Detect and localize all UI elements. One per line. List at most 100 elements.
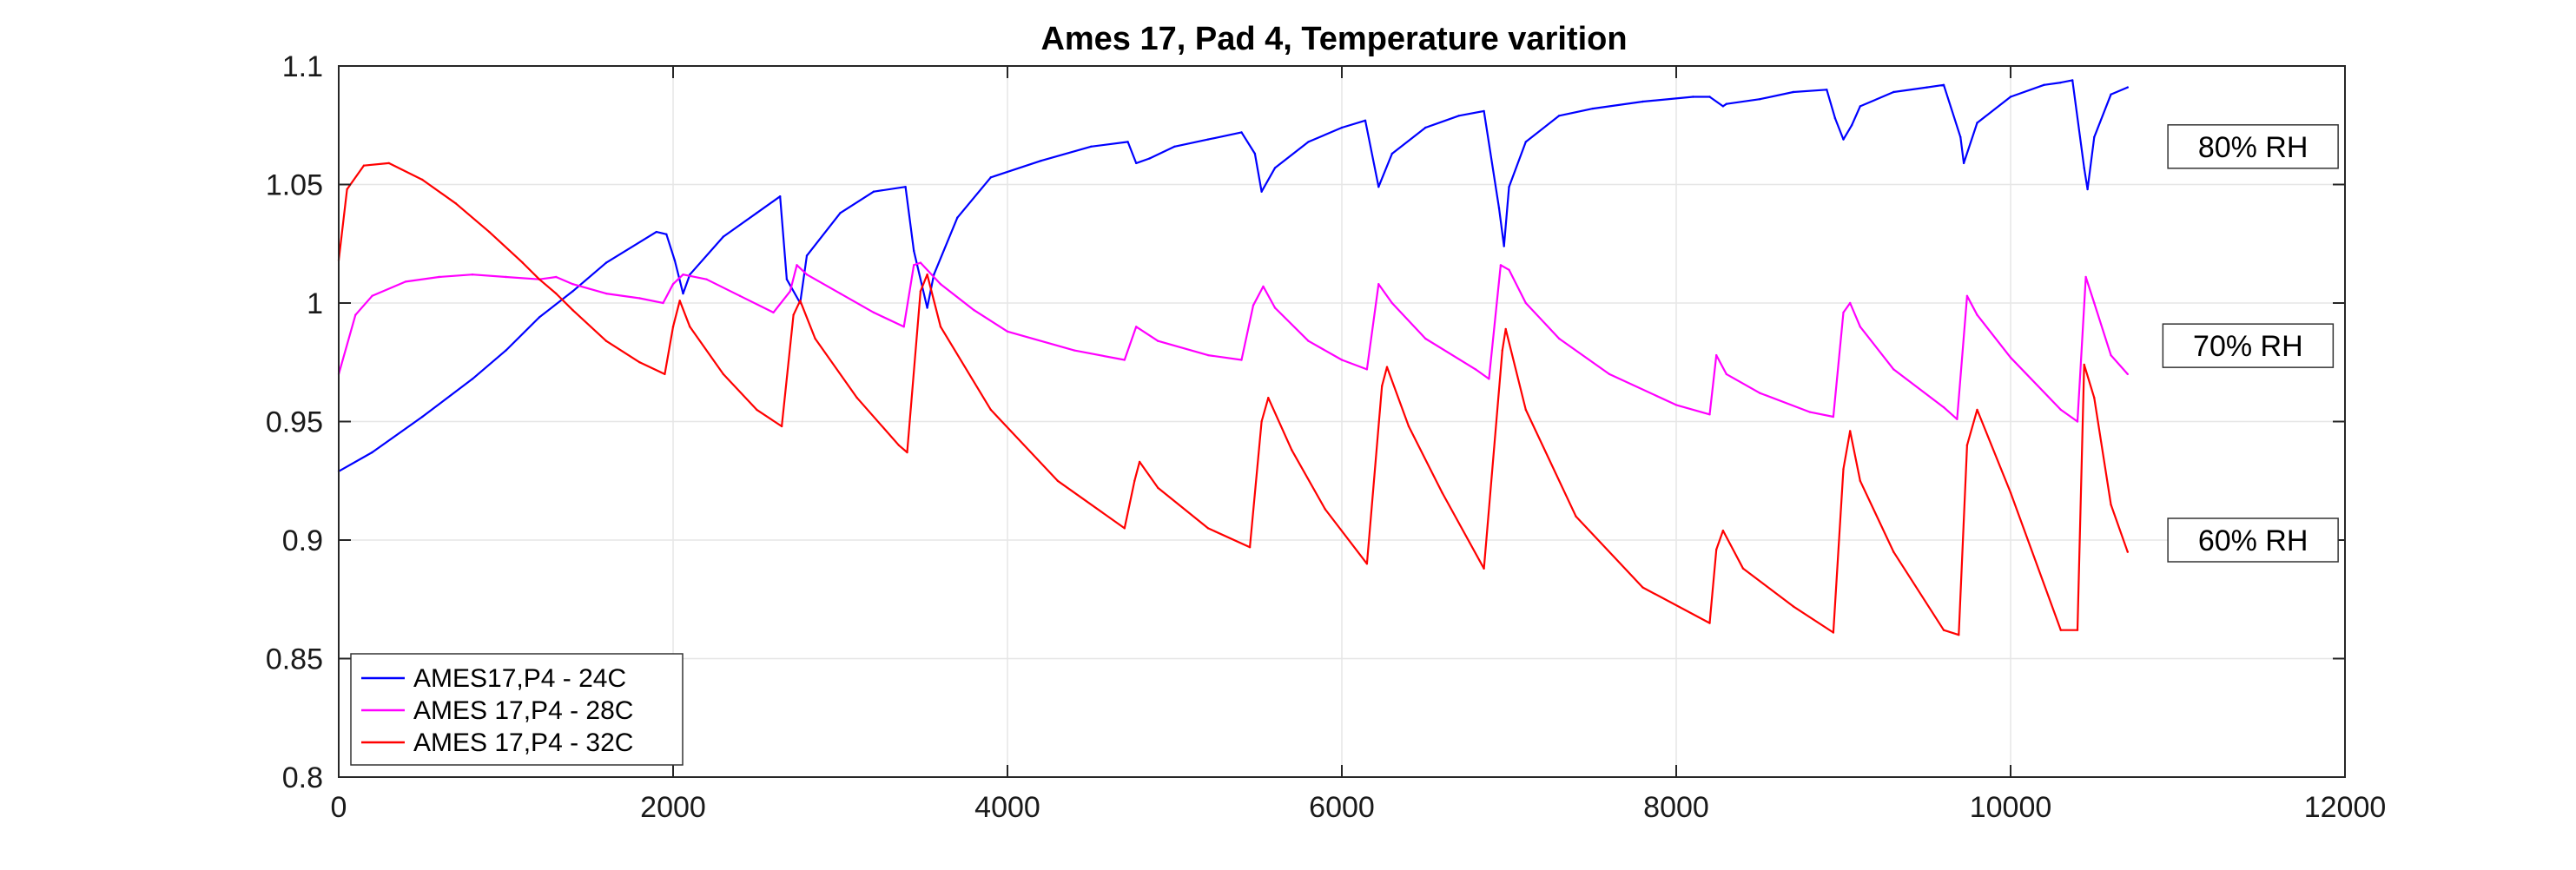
data-point [1832,631,1835,634]
data-point [1483,567,1485,570]
data-point [1381,385,1384,387]
data-point [855,397,858,399]
data-point [2043,83,2045,87]
data-point [1956,418,1958,420]
data-point [926,274,928,276]
data-point [1842,138,1845,141]
annotations: 80% RH 70% RH 60% RH [2162,124,2339,563]
data-point [919,261,922,264]
data-point [1307,339,1310,342]
data-point [1090,145,1093,148]
data-point [1725,102,1728,105]
data-point [1892,368,1895,371]
data-point [1488,378,1490,380]
data-point [796,264,798,267]
data-point [488,230,491,234]
data-point [897,444,901,446]
data-point [682,274,684,276]
data-point [939,326,942,328]
data-point [604,339,608,342]
data-point [1792,90,1794,94]
data-point [682,292,684,295]
data-point [839,212,842,214]
data-point [926,306,928,309]
data-point [1708,413,1711,416]
data-point [604,261,608,264]
data-point [902,326,905,328]
data-point [1073,349,1076,352]
data-point [913,264,915,267]
data-point [1859,479,1861,482]
data-point [421,415,424,419]
data-point [1424,337,1427,340]
data-point [2059,408,2062,412]
data-point [1390,152,1394,155]
y-tick-label: 0.8 [282,761,323,794]
data-point [1340,126,1344,129]
data-point [1324,508,1327,511]
annotation-label: 70% RH [2193,330,2303,363]
data-point [362,164,366,167]
data-point [521,261,524,264]
data-point [1892,550,1895,553]
data-point [1641,100,1644,103]
data-point [1792,605,1794,608]
data-point [789,290,791,293]
annotation-box [2162,323,2335,368]
data-point [1340,359,1344,361]
annotation-box [2167,124,2339,169]
data-point [2076,629,2079,631]
x-tick-label: 8000 [1643,791,1709,824]
data-point [1842,311,1845,314]
data-point [1133,479,1136,482]
data-point [805,254,809,257]
data-point [1173,145,1176,148]
data-point [1123,527,1126,530]
rh-annotation: 70% RH [2162,323,2335,368]
data-point [1708,96,1711,98]
data-point [1591,107,1595,110]
data-point [2126,372,2129,376]
data-point [1407,425,1410,428]
data-point [1504,327,1507,331]
data-point [538,316,541,319]
data-point [1377,186,1380,188]
data-point [792,313,795,316]
data-point [555,292,558,295]
data-point [1859,105,1861,108]
data-point [1524,141,1528,143]
data-point [1826,89,1828,91]
y-tick-label: 0.9 [282,524,323,557]
data-point [354,313,357,316]
data-point [1441,491,1443,494]
y-tick-label: 1.05 [266,169,323,202]
annotation-label: 80% RH [2198,131,2308,164]
data-point [471,274,474,276]
data-point [1849,301,1852,305]
data-point [1135,161,1138,165]
data-point [2093,397,2096,399]
data-point [346,188,348,191]
data-point [1692,96,1694,98]
data-point [906,451,908,454]
data-point [1942,405,1945,409]
data-point [1859,326,1861,328]
data-point [1385,366,1389,368]
data-point [538,278,541,280]
data-point [1138,460,1141,464]
data-point [956,216,959,219]
data-point [1206,138,1210,141]
data-point [1759,392,1761,394]
data-point [2076,420,2079,423]
data-point [1273,306,1277,309]
data-point [805,274,809,276]
series-lines [337,79,2129,636]
data-point [2086,188,2089,191]
data-point [2059,81,2062,84]
data-point [799,300,802,302]
data-point [780,425,783,428]
data-point [1725,372,1728,376]
data-point [1499,264,1503,267]
annotation-box [2167,517,2339,563]
data-point [404,280,407,283]
